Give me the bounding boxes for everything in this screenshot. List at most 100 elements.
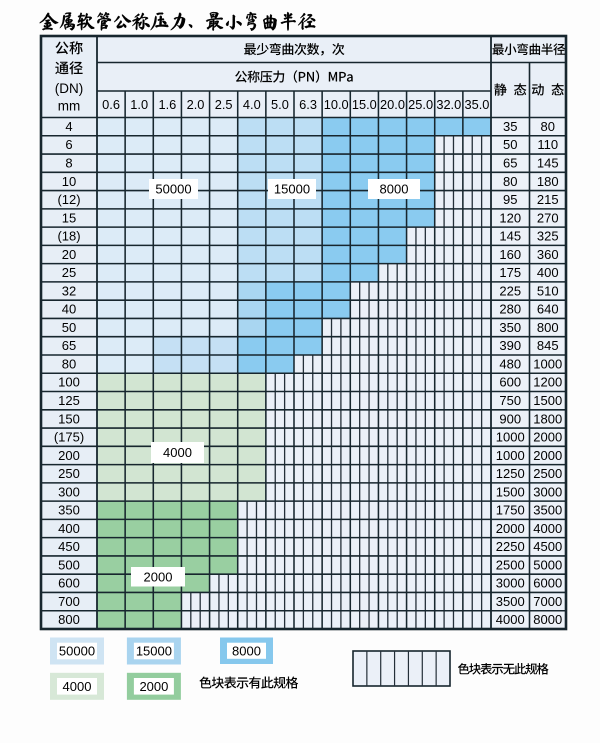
svg-text:280: 280 [499, 302, 521, 317]
svg-text:3500: 3500 [533, 503, 562, 518]
svg-text:4000: 4000 [163, 445, 192, 460]
svg-text:250: 250 [58, 466, 80, 481]
svg-text:4500: 4500 [533, 539, 562, 554]
svg-text:15000: 15000 [274, 182, 310, 197]
svg-text:2000: 2000 [533, 430, 562, 445]
svg-text:95: 95 [503, 192, 517, 207]
svg-text:80: 80 [62, 356, 76, 371]
svg-text:8000: 8000 [380, 182, 409, 197]
svg-text:400: 400 [58, 521, 80, 536]
svg-text:25: 25 [62, 265, 76, 280]
svg-text:800: 800 [58, 612, 80, 627]
svg-text:640: 640 [537, 302, 559, 317]
svg-text:8000: 8000 [232, 643, 261, 658]
svg-text:1200: 1200 [533, 375, 562, 390]
svg-text:0.6: 0.6 [102, 97, 120, 112]
svg-text:10: 10 [62, 174, 76, 189]
svg-text:32.0: 32.0 [436, 97, 461, 112]
svg-text:(175): (175) [54, 430, 84, 445]
svg-text:2.0: 2.0 [187, 97, 205, 112]
svg-text:270: 270 [537, 210, 559, 225]
svg-text:300: 300 [58, 484, 80, 499]
svg-text:215: 215 [537, 192, 559, 207]
svg-text:110: 110 [537, 137, 558, 152]
svg-text:160: 160 [499, 247, 521, 262]
svg-text:1500: 1500 [496, 484, 525, 499]
svg-text:1800: 1800 [533, 411, 562, 426]
svg-text:25.0: 25.0 [408, 97, 433, 112]
svg-text:15000: 15000 [136, 644, 172, 659]
svg-text:600: 600 [58, 576, 80, 591]
svg-text:700: 700 [58, 594, 80, 609]
svg-text:2.5: 2.5 [215, 97, 233, 112]
svg-text:1000: 1000 [533, 356, 562, 371]
svg-text:35: 35 [503, 119, 517, 134]
svg-text:750: 750 [499, 393, 521, 408]
svg-text:1250: 1250 [496, 466, 525, 481]
svg-text:10.0: 10.0 [324, 97, 349, 112]
svg-text:5000: 5000 [533, 557, 562, 572]
svg-text:145: 145 [499, 229, 521, 244]
svg-text:900: 900 [499, 411, 521, 426]
svg-text:325: 325 [537, 229, 559, 244]
svg-text:510: 510 [537, 283, 559, 298]
svg-text:20: 20 [62, 247, 76, 262]
svg-text:2000: 2000 [496, 521, 525, 536]
svg-text:2000: 2000 [144, 569, 173, 584]
svg-text:145: 145 [537, 156, 559, 171]
svg-text:65: 65 [62, 338, 76, 353]
svg-text:200: 200 [58, 448, 80, 463]
svg-text:800: 800 [537, 320, 559, 335]
svg-text:6000: 6000 [533, 576, 562, 591]
svg-text:32: 32 [62, 283, 76, 298]
svg-text:4: 4 [65, 119, 72, 134]
svg-text:2000: 2000 [139, 679, 168, 694]
svg-text:6.3: 6.3 [299, 97, 317, 112]
svg-text:1.6: 1.6 [158, 97, 176, 112]
svg-text:2500: 2500 [533, 466, 562, 481]
svg-text:50: 50 [62, 320, 76, 335]
svg-text:1500: 1500 [533, 393, 562, 408]
svg-text:1.0: 1.0 [130, 97, 148, 112]
svg-text:350: 350 [499, 320, 521, 335]
svg-text:845: 845 [537, 338, 559, 353]
svg-text:150: 150 [58, 411, 80, 426]
svg-text:3000: 3000 [533, 484, 562, 499]
svg-text:3000: 3000 [496, 576, 525, 591]
svg-text:4.0: 4.0 [243, 97, 261, 112]
svg-text:350: 350 [58, 503, 80, 518]
svg-text:(12): (12) [57, 192, 80, 207]
svg-text:50000: 50000 [59, 644, 95, 659]
svg-text:3500: 3500 [496, 594, 525, 609]
svg-text:50000: 50000 [155, 182, 191, 197]
svg-text:8000: 8000 [533, 612, 562, 627]
svg-text:600: 600 [499, 375, 521, 390]
svg-text:500: 500 [58, 557, 80, 572]
svg-text:1000: 1000 [496, 430, 525, 445]
svg-text:390: 390 [499, 338, 521, 353]
svg-text:5.0: 5.0 [271, 97, 289, 112]
svg-text:(DN): (DN) [55, 81, 84, 96]
svg-text:450: 450 [58, 539, 80, 554]
svg-text:225: 225 [499, 283, 521, 298]
svg-text:(18): (18) [57, 229, 80, 244]
svg-text:125: 125 [58, 393, 80, 408]
svg-text:6: 6 [65, 137, 72, 152]
svg-text:100: 100 [58, 375, 80, 390]
svg-text:7000: 7000 [533, 594, 562, 609]
svg-text:80: 80 [503, 174, 517, 189]
svg-text:180: 180 [537, 174, 559, 189]
svg-text:1000: 1000 [496, 448, 525, 463]
svg-text:4000: 4000 [63, 679, 92, 694]
svg-text:mm: mm [58, 99, 81, 114]
svg-text:1750: 1750 [496, 503, 525, 518]
svg-text:175: 175 [499, 265, 521, 280]
svg-text:8: 8 [65, 156, 72, 171]
svg-text:2000: 2000 [533, 448, 562, 463]
svg-text:65: 65 [503, 156, 517, 171]
svg-text:20.0: 20.0 [380, 97, 405, 112]
svg-text:480: 480 [499, 356, 521, 371]
svg-text:4000: 4000 [496, 612, 525, 627]
svg-text:400: 400 [537, 265, 559, 280]
svg-text:80: 80 [541, 119, 555, 134]
